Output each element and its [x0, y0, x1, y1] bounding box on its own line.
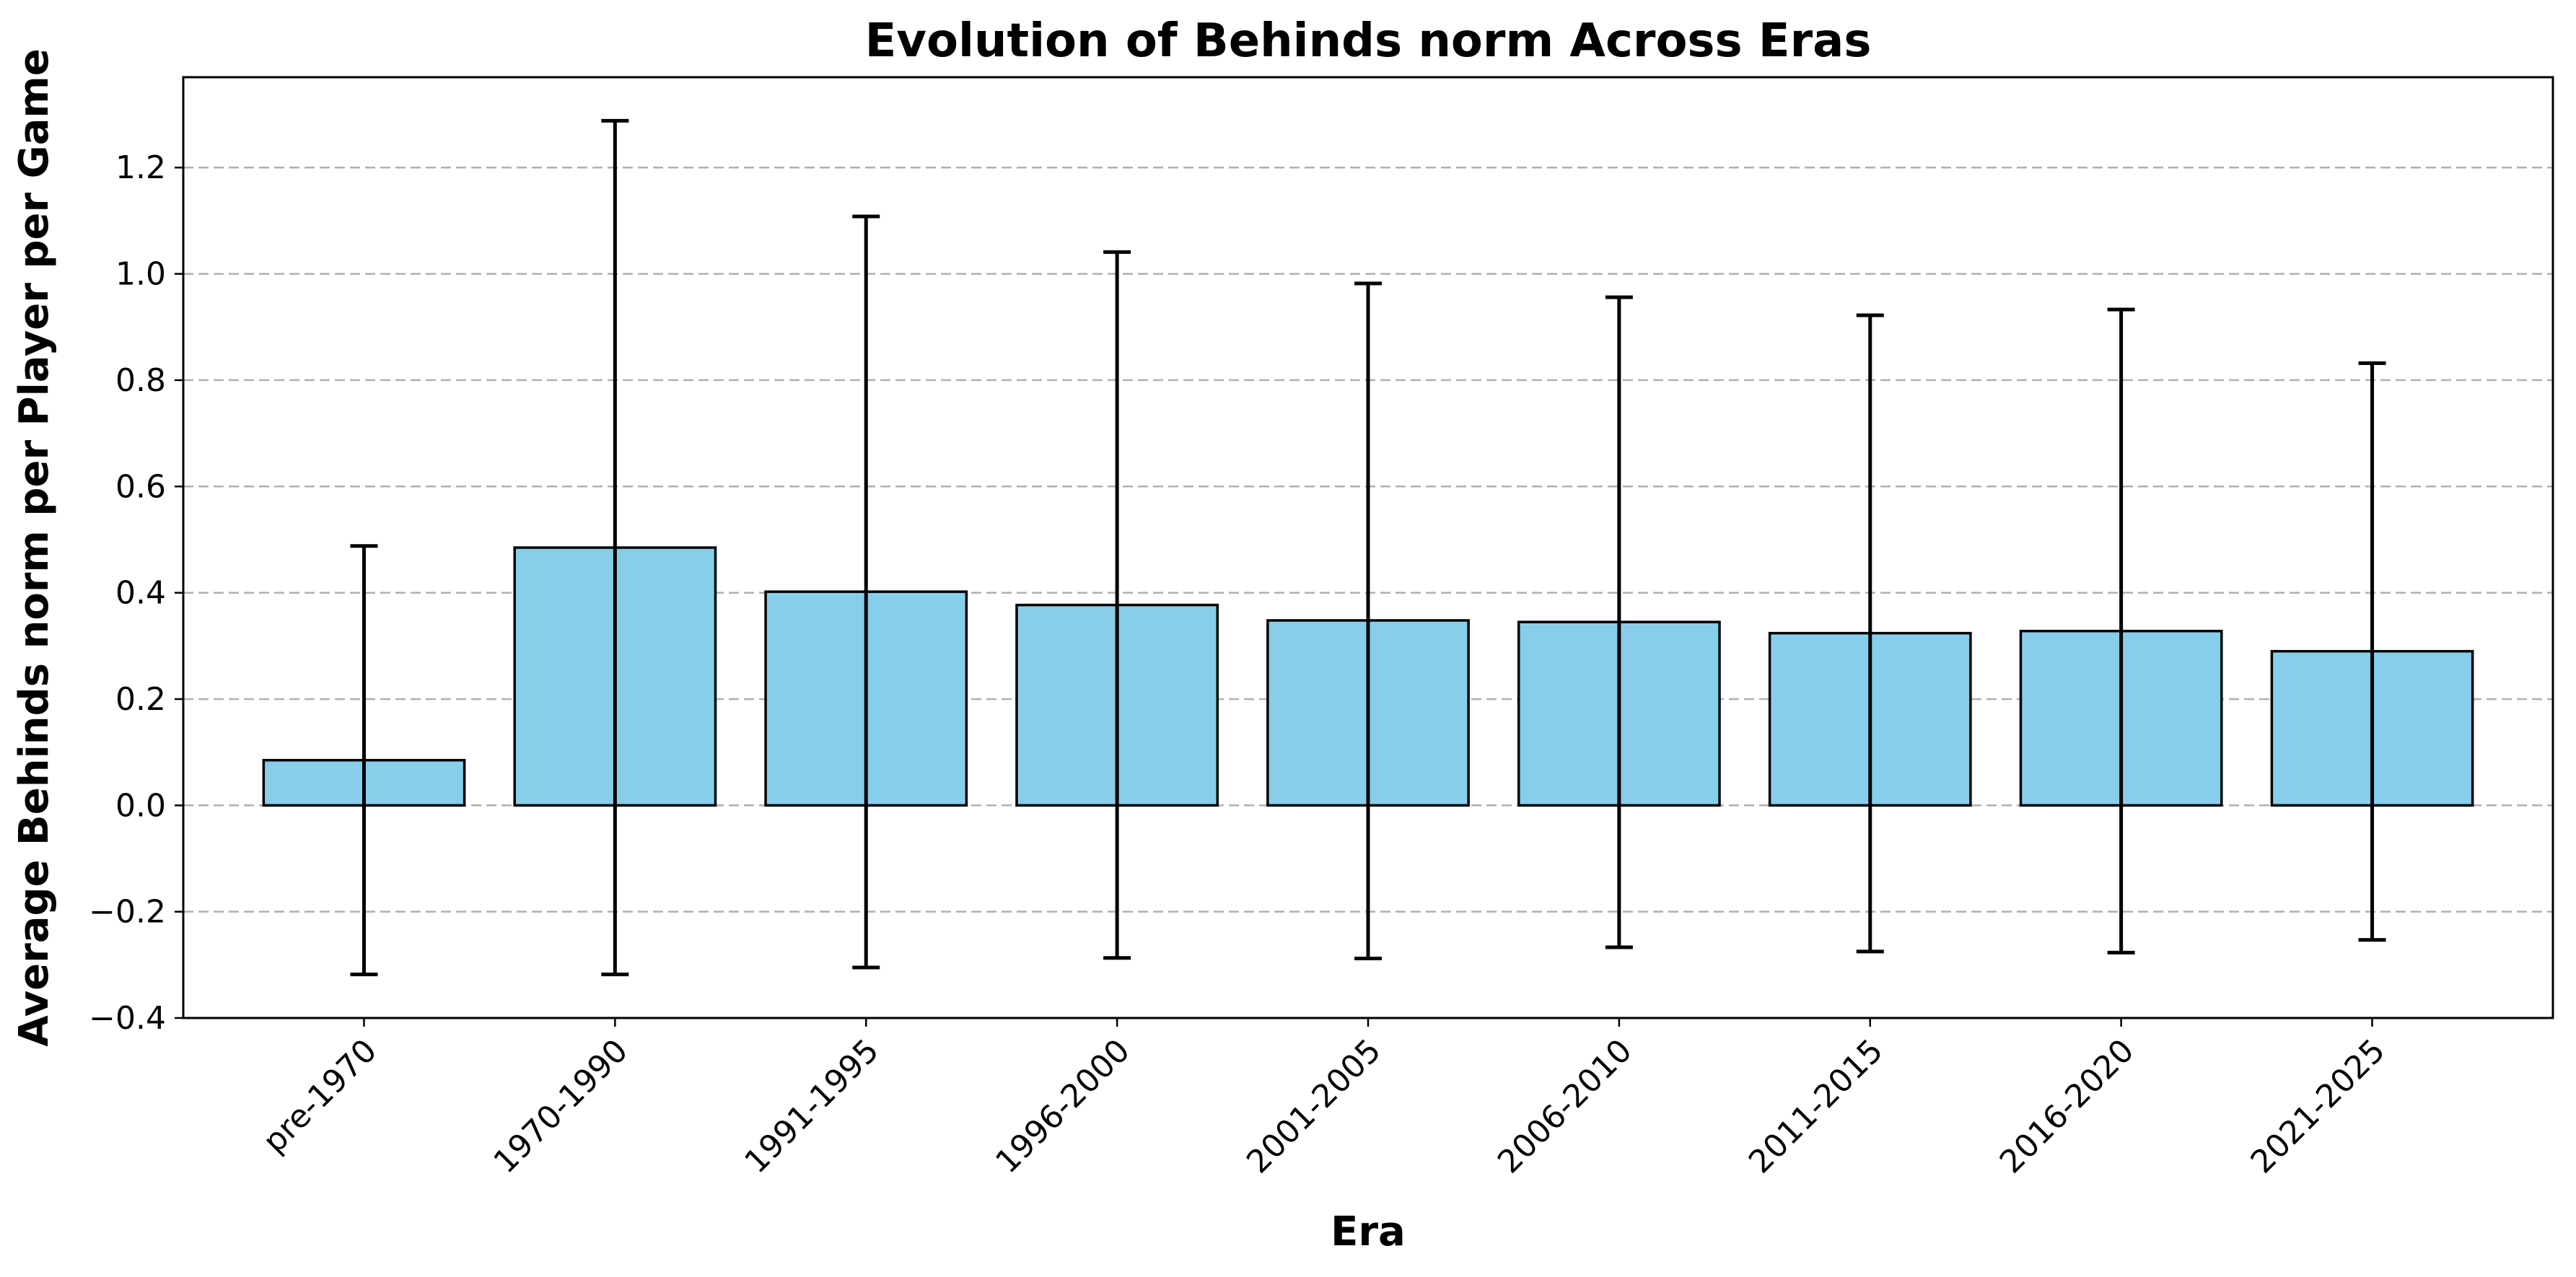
x-tick-label: 2011-2015: [1742, 1032, 1891, 1181]
error-bars: [350, 118, 2386, 977]
y-tick-label: 0.8: [115, 362, 166, 399]
y-tick-label: 1.0: [115, 256, 166, 293]
y-tick-label: −0.2: [89, 894, 166, 931]
chart-title: Evolution of Behinds norm Across Eras: [865, 14, 1872, 68]
y-axis-label: Average Behinds norm per Player per Game: [11, 48, 58, 1046]
y-axis: −0.4 −0.2 0.0 0.2 0.4 0.6 0.8 1.0 1.2: [89, 149, 183, 1037]
y-tick-label: 0.6: [115, 468, 166, 505]
x-tick-label: 2021-2025: [2244, 1032, 2393, 1181]
y-tick-label: 0.4: [115, 575, 166, 612]
x-axis: pre-1970 1970-1990 1991-1995 1996-2000 2001-…: [256, 1018, 2393, 1181]
x-tick-label: 2001-2005: [1240, 1032, 1388, 1181]
x-tick-label: 1970-1990: [486, 1032, 635, 1181]
x-tick-label: pre-1970: [256, 1032, 384, 1160]
x-tick-label: 1991-1995: [737, 1032, 886, 1181]
x-tick-label: 1996-2000: [989, 1032, 1137, 1181]
x-tick-label: 2016-2020: [1993, 1032, 2142, 1181]
y-tick-label: 0.0: [115, 787, 166, 824]
y-tick-label: 1.2: [115, 149, 166, 186]
y-tick-label: 0.2: [115, 681, 166, 718]
y-tick-label: −0.4: [89, 1000, 166, 1037]
x-axis-label: Era: [1331, 1208, 1406, 1255]
x-tick-label: 2006-2010: [1491, 1032, 1639, 1181]
